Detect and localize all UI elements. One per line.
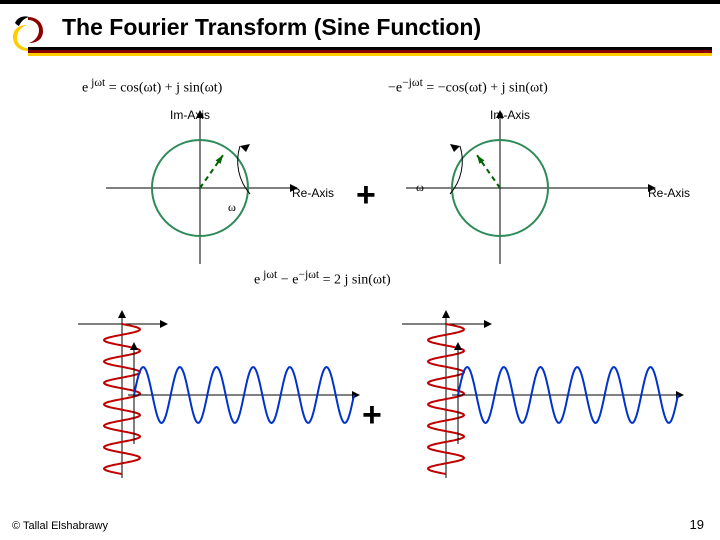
im-axis-label-right: Im-Axis [490, 108, 530, 122]
slide: The Fourier Transform (Sine Function) e … [0, 0, 720, 540]
footer-author: © Tallal Elshabrawy [12, 520, 108, 532]
plus-bottom: + [362, 398, 382, 432]
blue-wave-left [124, 340, 362, 450]
blue-wave-right [448, 340, 686, 450]
equation-right: −e−jωt = −cos(ωt) + j sin(ωt) [388, 76, 548, 97]
footer-page: 19 [690, 517, 704, 532]
slide-title: The Fourier Transform (Sine Function) [62, 14, 481, 41]
omega-pos-label: ω [228, 200, 236, 215]
header: The Fourier Transform (Sine Function) [0, 0, 720, 48]
omega-neg-label: -ω [412, 180, 424, 195]
title-underline [28, 47, 712, 50]
re-axis-label-right: Re-Axis [648, 186, 690, 200]
re-axis-label-left: Re-Axis [292, 186, 334, 200]
equation-mid: e jωt − e−jωt = 2 j sin(ωt) [254, 268, 391, 289]
plus-top: + [356, 178, 376, 212]
equation-left: e jωt = cos(ωt) + j sin(ωt) [82, 76, 222, 97]
phasor-left [100, 108, 300, 268]
im-axis-label-left: Im-Axis [170, 108, 210, 122]
phasor-right [400, 108, 660, 268]
